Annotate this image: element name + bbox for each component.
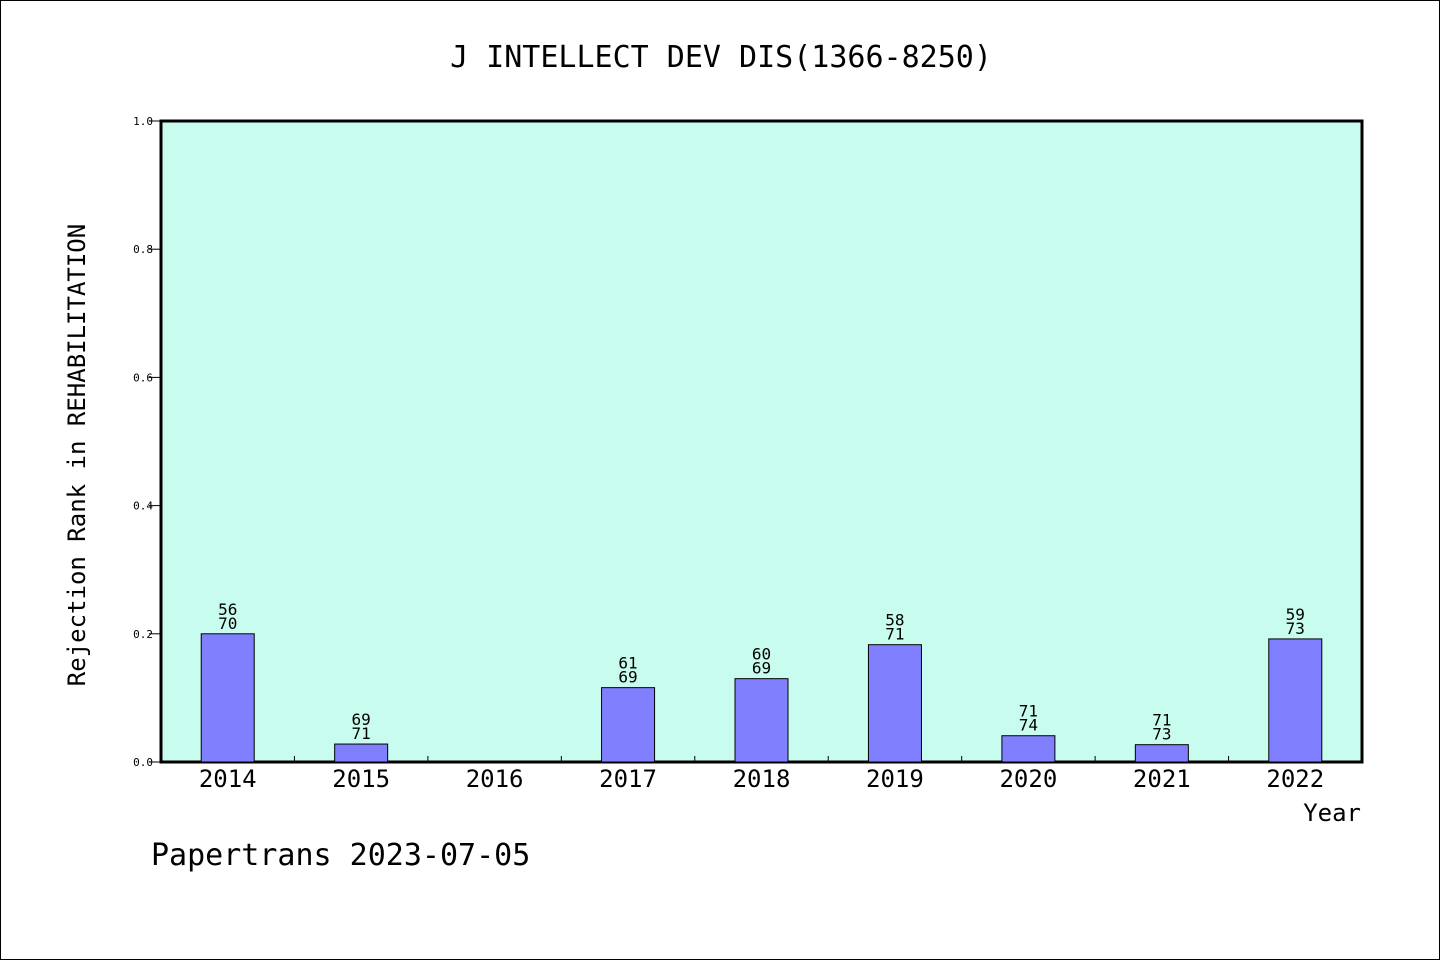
- bar-2019: [867, 644, 922, 763]
- bar-label-top: 61: [618, 654, 637, 673]
- y-tick-label: 0.4: [133, 500, 153, 513]
- y-tick-label: 1.0: [133, 115, 153, 128]
- bar-label-bottom: 70: [218, 614, 237, 633]
- bar-label-top: 58: [885, 611, 904, 630]
- x-tick-label: 2020: [999, 765, 1057, 793]
- y-tick-label: 0.0: [133, 756, 153, 769]
- bar-label-top: 69: [352, 710, 371, 729]
- bar-label-top: 56: [218, 600, 237, 619]
- bar-2015: [334, 743, 389, 763]
- x-tick-label: 2014: [199, 765, 257, 793]
- bar-2014: [200, 633, 255, 763]
- x-tick-label: 2022: [1266, 765, 1324, 793]
- footer-credit: Papertrans 2023-07-05: [151, 838, 530, 873]
- bar-2022: [1268, 638, 1323, 763]
- x-tick-label: 2018: [733, 765, 791, 793]
- bar-label-bottom: 69: [618, 668, 637, 687]
- y-axis-label: Rejection Rank in REHABILITATION: [63, 224, 91, 686]
- bar-label-bottom: 74: [1019, 716, 1038, 735]
- bar-2021: [1134, 744, 1189, 763]
- x-tick-label: 2017: [599, 765, 657, 793]
- bar-label-bottom: 73: [1152, 725, 1171, 744]
- bar-label-top: 60: [752, 645, 771, 664]
- bars-group: [200, 633, 1323, 763]
- bar-2017: [601, 687, 656, 763]
- x-tick-label: 2021: [1133, 765, 1191, 793]
- bar-2018: [734, 678, 789, 763]
- bar-label-top: 59: [1286, 605, 1305, 624]
- bar-label-bottom: 71: [352, 724, 371, 743]
- x-tick-label: 2015: [332, 765, 390, 793]
- bar-label-top: 71: [1019, 702, 1038, 721]
- x-tick-label: 2019: [866, 765, 924, 793]
- chart-title: J INTELLECT DEV DIS(1366-8250): [450, 40, 992, 75]
- y-axis: 0.0 0.2 0.4 0.6 0.8 1.0: [133, 115, 161, 769]
- bar-label-bottom: 69: [752, 659, 771, 678]
- x-axis-label: Year: [1303, 799, 1361, 827]
- plot-area: [159, 119, 1364, 764]
- bar-label-top: 71: [1152, 711, 1171, 730]
- bar-label-bottom: 73: [1286, 619, 1305, 638]
- x-axis: 2014 2015 2016 2017 2018 2019 2020 2021 2022: [199, 756, 1324, 793]
- bar-2020: [1001, 735, 1056, 763]
- y-tick-label: 0.6: [133, 371, 153, 384]
- x-tick-label: 2016: [466, 765, 524, 793]
- y-tick-label: 0.8: [133, 243, 153, 256]
- bar-label-bottom: 71: [885, 625, 904, 644]
- y-tick-label: 0.2: [133, 628, 153, 641]
